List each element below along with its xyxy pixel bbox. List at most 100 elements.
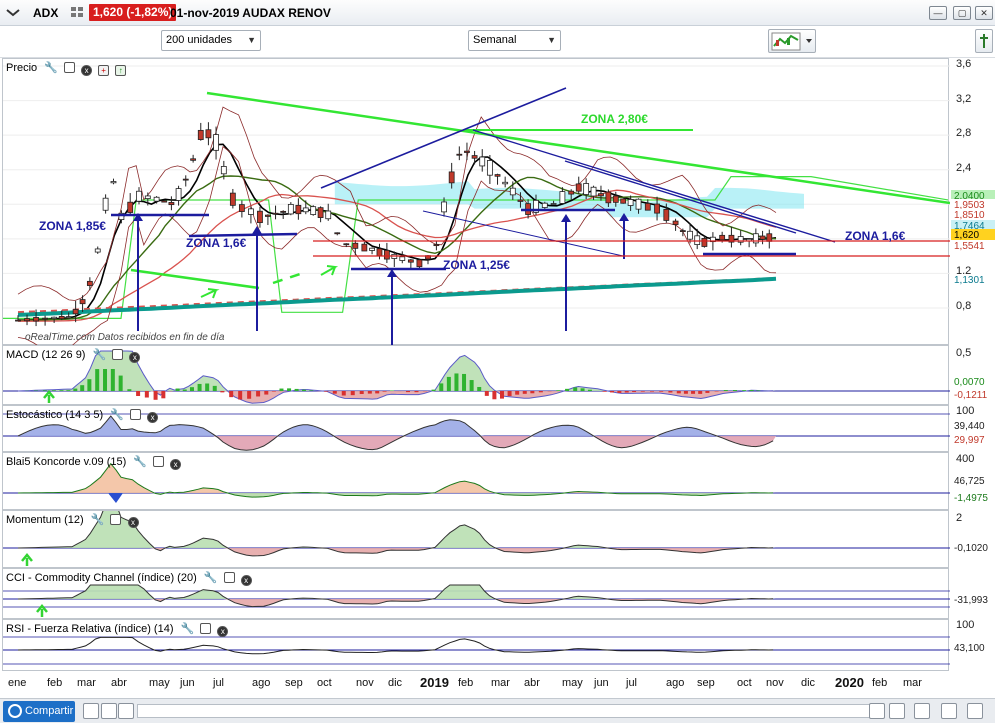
koncorde-axis-tag: 46,725	[951, 475, 995, 489]
window-icon[interactable]	[110, 514, 122, 525]
window-icon[interactable]	[153, 456, 165, 467]
wrench-icon[interactable]: 🔧	[44, 62, 58, 74]
side-panel-button[interactable]	[975, 29, 993, 53]
candle-body	[559, 191, 566, 204]
close-icon[interactable]: x	[240, 575, 252, 586]
rsi-panel[interactable]: RSI - Fuerza Relativa (índice) (14) 🔧 x	[2, 619, 950, 671]
macd-histogram-bar	[271, 391, 276, 392]
candle-body	[190, 158, 197, 161]
macd-histogram-bar	[144, 391, 149, 398]
macd-histogram-bar	[367, 391, 372, 394]
print-icon[interactable]	[118, 703, 134, 719]
macd-histogram-bar	[80, 385, 85, 391]
macd-histogram-bar	[617, 391, 622, 393]
settings-icon[interactable]	[967, 703, 983, 719]
window-icon[interactable]	[112, 349, 124, 360]
window-icon[interactable]	[223, 572, 235, 583]
minimize-icon[interactable]: —	[929, 6, 947, 20]
oscillator-line	[17, 584, 774, 608]
time-scrollbar[interactable]	[137, 704, 881, 718]
macd-histogram-bar	[287, 388, 292, 391]
share-button[interactable]: Compartir	[3, 701, 75, 722]
window-icon[interactable]	[200, 623, 212, 634]
zoom-out-icon[interactable]	[889, 703, 905, 719]
period-select[interactable]: Semanal ▼	[468, 30, 561, 51]
candle-body	[433, 244, 440, 247]
time-axis-label: feb	[872, 677, 888, 689]
crosshair-icon[interactable]	[83, 703, 99, 719]
wrench-icon[interactable]: 🔧	[110, 409, 124, 421]
collapse-icon[interactable]	[5, 4, 21, 22]
momentum-panel[interactable]: Momentum (12) 🔧 x	[2, 510, 950, 568]
units-select-value: 200 unidades	[166, 34, 233, 46]
macd-histogram-bar	[87, 379, 92, 391]
trendline-green-dash	[272, 271, 304, 285]
macd-histogram-bar	[375, 391, 380, 394]
wrench-icon[interactable]: 🔧	[90, 514, 105, 526]
macd-panel-header: MACD (12 26 9) 🔧 x	[6, 348, 141, 363]
macd-histogram-bar	[197, 383, 202, 391]
candle-body	[612, 195, 619, 203]
grid-icon[interactable]	[70, 4, 84, 22]
koncorde-panel[interactable]: Blai5 Koncorde v.09 (15) 🔧 x	[2, 452, 950, 510]
positive-area	[3, 585, 776, 599]
close-icon[interactable]: x	[129, 352, 141, 363]
candle-body	[127, 201, 134, 213]
candle-body	[701, 238, 708, 247]
arrow-up-icon[interactable]: ↑	[115, 65, 127, 76]
close-icon[interactable]: x	[127, 517, 139, 528]
macd-panel[interactable]: MACD (12 26 9) 🔧 x	[2, 345, 950, 405]
drawing-tools-icon[interactable]	[101, 703, 117, 719]
macd-histogram-bar	[492, 391, 497, 400]
window-icon[interactable]	[64, 62, 76, 73]
macd-histogram-bar	[439, 383, 444, 391]
koncorde-chart	[3, 462, 950, 503]
candle-body	[719, 234, 726, 241]
time-axis-label: ene	[8, 677, 27, 689]
candle-body	[310, 206, 317, 215]
candle-body	[502, 181, 509, 185]
time-axis-label: ago	[666, 677, 685, 689]
maximize-icon[interactable]: ▢	[953, 6, 971, 20]
cci-panel[interactable]: CCI - Commodity Channel (índice) (20) 🔧 …	[2, 568, 950, 619]
window-icon[interactable]	[130, 409, 142, 420]
wrench-icon[interactable]: 🔧	[133, 456, 148, 468]
macd-histogram-bar	[279, 388, 284, 391]
close-icon[interactable]: x	[170, 459, 182, 470]
add-indicator-icon[interactable]: +	[98, 65, 110, 76]
units-select[interactable]: 200 unidades ▼	[161, 30, 261, 51]
scroll-left-icon[interactable]	[869, 703, 885, 719]
candle-body	[182, 178, 189, 181]
time-axis-label: jun	[594, 677, 609, 689]
wrench-icon[interactable]: 🔧	[92, 349, 107, 361]
wrench-icon[interactable]: 🔧	[180, 623, 195, 635]
fit-icon[interactable]	[941, 703, 957, 719]
chevron-down-icon: ▼	[247, 35, 256, 45]
macd-histogram-bar	[136, 391, 141, 397]
moving-average-slow	[18, 189, 777, 322]
macd-histogram-bar	[110, 369, 115, 391]
chart-tools-button[interactable]	[768, 29, 816, 53]
close-icon[interactable]: ✕	[975, 6, 993, 20]
price-panel[interactable]: Precio 🔧 x + ↑ oRealTime.com Datos recib…	[2, 58, 950, 346]
stoch-panel[interactable]: Estocástico (14 3 5) 🔧 x	[2, 405, 950, 452]
price-panel-header: Precio 🔧 x + ↑	[6, 61, 127, 76]
candle-body	[575, 183, 582, 192]
macd-histogram-bar	[389, 390, 394, 391]
candle-body	[280, 210, 287, 213]
candle-body	[257, 210, 263, 224]
green-arrow-icon	[200, 288, 220, 299]
wrench-icon[interactable]: 🔧	[203, 572, 218, 584]
close-icon[interactable]: x	[217, 626, 229, 637]
candle-body	[361, 243, 368, 252]
candle-body	[118, 212, 125, 220]
macd-histogram-bar	[256, 391, 261, 397]
candle-body	[325, 210, 332, 220]
candle-body	[248, 208, 254, 215]
price-axis-tick: 0,8	[956, 300, 972, 312]
price-axis-tick: 3,2	[956, 92, 972, 105]
zoom-in-icon[interactable]	[914, 703, 930, 719]
close-icon[interactable]: x	[81, 65, 93, 76]
macd-histogram-bar	[118, 375, 123, 391]
close-icon[interactable]: x	[147, 412, 159, 423]
